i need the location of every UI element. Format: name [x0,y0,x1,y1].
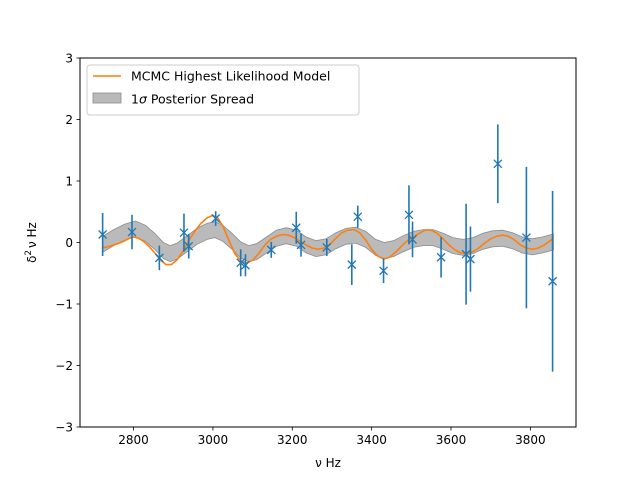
observation-point [291,211,301,244]
x-axis-label: ν Hz [315,456,341,470]
x-tick-label: 3400 [356,433,387,447]
observation-marker [154,253,164,263]
y-tick-label: 2 [65,113,73,127]
y-tick-label: 1 [65,175,73,189]
y-axis-label: δ2 ν Hz [24,222,39,263]
observation-point [521,166,531,309]
observation-marker [211,214,221,223]
observation-marker [127,227,137,237]
x-tick-label: 3600 [436,433,467,447]
observation-marker [291,223,301,233]
ticks-layer: 2800 3000 3200 3400 3600 3800 −3 −2 −1 0 1 2 3 [55,52,545,448]
x-tick-label: 3800 [515,433,546,447]
observation-marker [379,266,389,276]
x-tick-label: 3000 [198,433,229,447]
observation-marker [184,241,194,251]
observation-point [127,214,137,250]
observation-marker [353,212,363,222]
observation-marker [493,159,503,169]
observation-marker [521,233,531,243]
observation-point [353,205,363,228]
y-tick-label: 0 [65,236,73,250]
observation-marker [465,254,475,264]
y-axis-label-rest: ν Hz [25,222,39,248]
observation-marker [408,234,417,244]
legend-box [86,64,360,116]
observation-point [236,249,246,277]
y-tick-label: −1 [55,298,73,312]
observation-marker [296,240,306,250]
observation-point [493,124,503,204]
y-tick-label: 3 [65,52,73,66]
observation-point [322,238,332,257]
observation-marker [404,210,414,220]
observation-point [408,221,417,258]
legend-model-label: MCMC Highest Likelihood Model [131,69,330,84]
observation-point [241,254,250,277]
observation-point [296,233,306,257]
observation-point [179,213,189,252]
legend-spread-label-suffix: Posterior Spread [147,92,254,107]
observation-point [436,236,446,278]
observation-marker [347,260,357,270]
legend-spread-swatch [92,92,122,104]
legend: MCMC Highest Likelihood Model 1σ Posteri… [86,64,360,116]
y-tick-label: −2 [55,359,73,373]
legend-spread-label: 1σ Posterior Spread [131,92,254,107]
observation-point [379,258,389,284]
observation-marker [548,276,558,286]
model-curve [102,214,554,266]
observation-point [211,211,221,226]
legend-spread-label-sigma: σ [139,92,148,107]
observation-point [154,245,164,271]
observation-marker [266,245,276,255]
legend-spread-label-prefix: 1 [131,92,139,107]
y-axis-label-sup: 2 [24,250,34,255]
observation-point [347,244,357,285]
observation-marker [98,230,108,239]
observation-point [266,241,276,258]
y-axis-label-delta: δ [25,255,39,262]
observation-point [548,190,558,372]
observation-marker [236,258,246,268]
plot-layer [98,124,558,372]
observation-marker [179,228,189,238]
observation-point [98,212,108,257]
observation-point [465,226,475,292]
x-tick-label: 3200 [277,433,308,447]
observation-point [184,233,194,259]
observation-marker [436,252,446,262]
observation-point [404,185,414,245]
observation-marker [241,260,250,270]
x-tick-label: 2800 [118,433,149,447]
observation-marker [322,242,332,252]
y-tick-label: −3 [55,421,73,435]
